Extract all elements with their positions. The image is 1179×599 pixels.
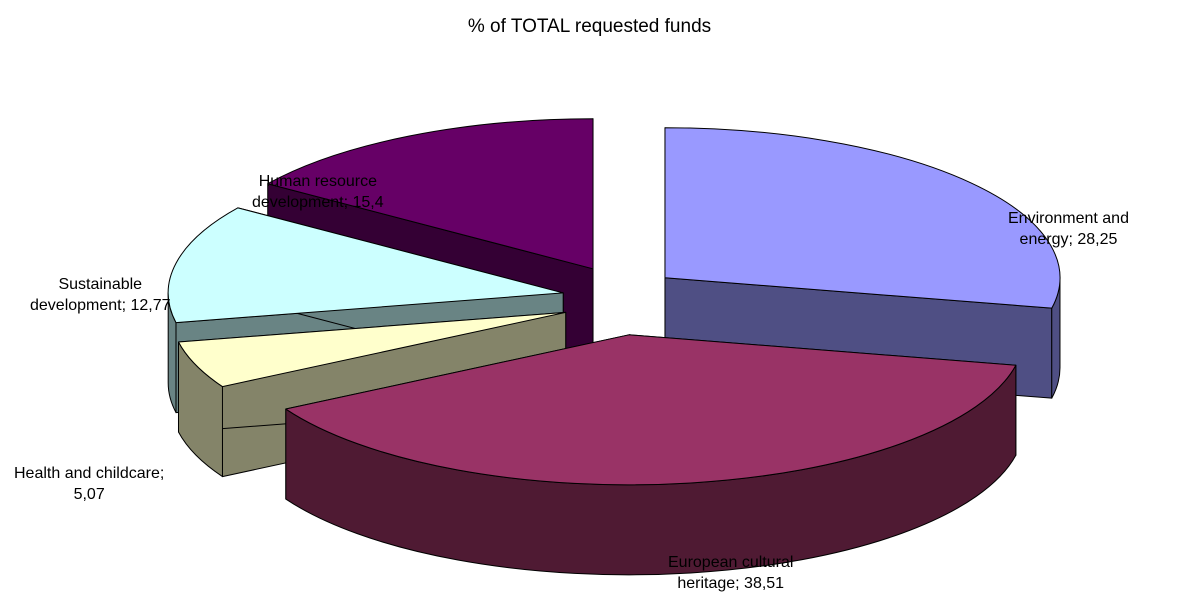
slice-label-line: Health and childcare; bbox=[14, 465, 165, 482]
slice-top-european-cultural-heritage bbox=[285, 334, 1017, 486]
slice-label-line: development; 15,4 bbox=[252, 194, 384, 211]
slice-label-sustainable-development: Sustainable development; 12,77 bbox=[30, 274, 171, 316]
slice-label-line: heritage; 38,51 bbox=[677, 575, 785, 592]
slice-label-line: 5,07 bbox=[73, 486, 105, 503]
slice-top-environment-and-energy bbox=[664, 127, 1061, 309]
slice-label-environment-energy: Environment and energy; 28,25 bbox=[1008, 208, 1129, 250]
slice-label-health-childcare: Health and childcare; 5,07 bbox=[14, 463, 164, 505]
slice-label-line: energy; 28,25 bbox=[1019, 231, 1118, 248]
slice-label-line: Environment and bbox=[1008, 210, 1129, 227]
slice-label-line: Human resource bbox=[258, 173, 377, 190]
slice-label-line: European cultural bbox=[668, 554, 794, 571]
chart-title: % of TOTAL requested funds bbox=[467, 16, 712, 37]
slice-label-human-resource-development: Human resource development; 15,4 bbox=[252, 171, 384, 213]
slice-top-human-resource-development bbox=[267, 118, 594, 270]
slice-label-european-cultural-heritage: European cultural heritage; 38,51 bbox=[668, 552, 793, 594]
slice-label-line: development; 12,77 bbox=[30, 297, 171, 314]
slice-label-line: Sustainable bbox=[58, 276, 143, 293]
slice-top-sustainable-development bbox=[167, 207, 564, 324]
slice-top-health-and-childcare bbox=[177, 311, 567, 388]
